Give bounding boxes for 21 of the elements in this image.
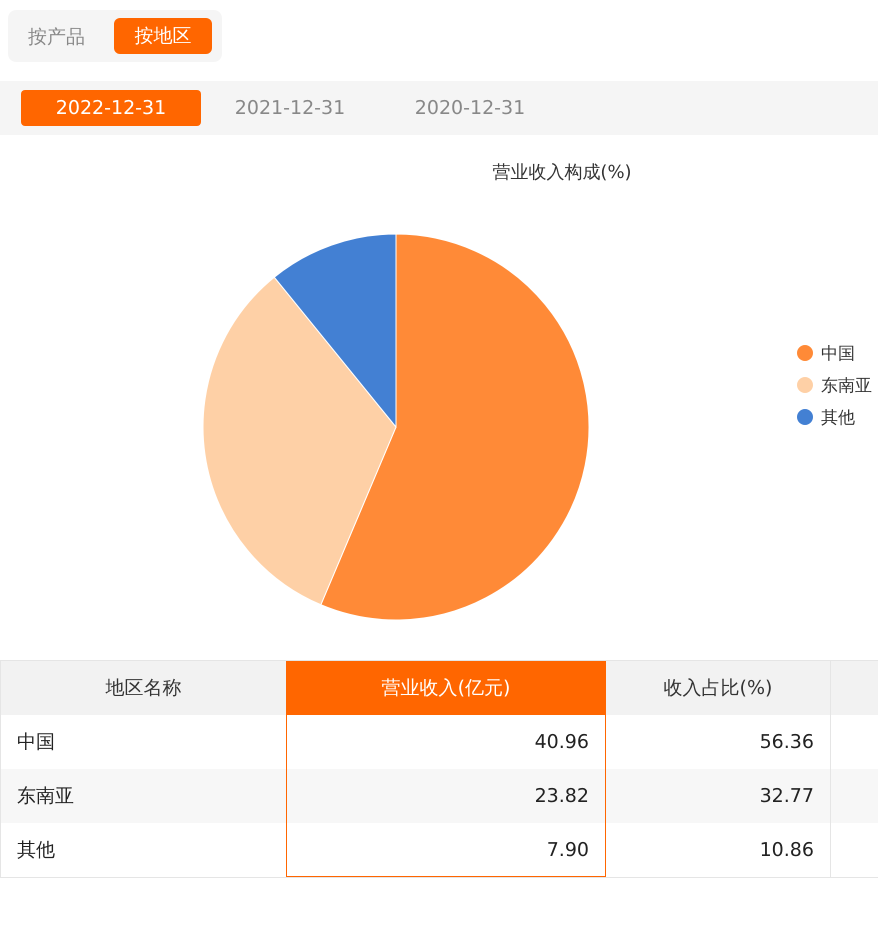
- text: 40.96: [286, 715, 606, 769]
- category-label: 其他: [17, 839, 55, 861]
- text: 10.86: [606, 823, 831, 877]
- text: 56.36: [606, 715, 831, 769]
- text: 2020-12-31: [414, 96, 526, 121]
- text: 2021-12-31: [234, 96, 346, 121]
- chart-title: 营业收入构成(%): [491, 161, 633, 184]
- text: 32.77: [606, 769, 831, 823]
- text: 地区名称: [104, 676, 182, 701]
- legend-label: 中国: [821, 342, 855, 364]
- text: 7.90: [286, 823, 606, 877]
- text: 营业收入(亿元): [286, 661, 606, 715]
- text: 按地区: [114, 18, 212, 54]
- legend-label: 东南亚: [821, 374, 872, 396]
- text: 收入占比(%): [606, 661, 831, 715]
- text: 按产品: [28, 25, 85, 50]
- category-label: 东南亚: [17, 785, 74, 807]
- legend-label: 其他: [821, 406, 855, 428]
- category-label: 中国: [17, 731, 55, 753]
- text: 2022-12-31: [21, 90, 201, 126]
- text: 23.82: [286, 769, 606, 823]
